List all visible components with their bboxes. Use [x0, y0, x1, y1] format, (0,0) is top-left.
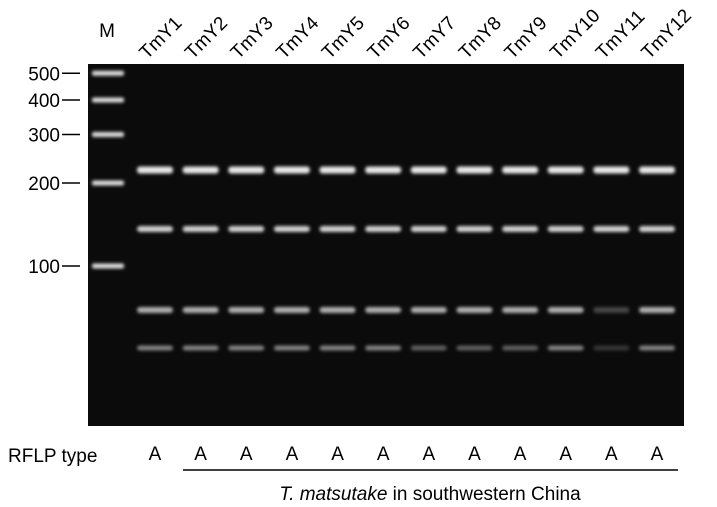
sample-band: [228, 345, 265, 351]
marker-size-label: 100: [28, 257, 60, 278]
gel: [88, 64, 684, 426]
sample-band: [410, 226, 447, 232]
sample-band: [639, 226, 675, 232]
marker-band: [92, 131, 124, 137]
sample-band: [137, 307, 173, 313]
rflp-type: A: [194, 444, 207, 465]
sample-band: [502, 226, 539, 232]
rflp-type: A: [286, 444, 299, 465]
sample-band: [639, 307, 675, 313]
rflp-type: A: [468, 444, 481, 465]
lane-label: TmY10: [546, 5, 604, 63]
rflp-type: A: [559, 444, 572, 465]
sample-band: [365, 166, 402, 174]
lane-label: TmY2: [181, 13, 232, 64]
sample-band: [137, 166, 173, 174]
sample-band: [273, 345, 310, 351]
rflp-type: A: [422, 444, 435, 465]
lane-label: TmY8: [455, 13, 506, 64]
sample-band: [182, 226, 219, 232]
sample-band: [456, 166, 493, 174]
rflp-type: A: [377, 444, 390, 465]
sample-band: [502, 345, 539, 351]
sample-band: [273, 166, 310, 174]
sample-band: [456, 307, 493, 313]
marker-label: M: [99, 21, 115, 42]
sample-band: [593, 345, 630, 351]
sample-band: [410, 166, 447, 174]
rflp-type: A: [240, 444, 253, 465]
sample-band: [365, 345, 402, 351]
lane-label: TmY3: [227, 13, 278, 64]
marker-size-label: 200: [28, 174, 60, 195]
lane-label: TmY4: [273, 13, 324, 64]
marker-band: [92, 180, 124, 186]
sample-band: [410, 345, 447, 351]
marker-band: [92, 70, 124, 76]
sample-band: [502, 166, 539, 174]
rflp-type: A: [331, 444, 344, 465]
sample-band: [593, 226, 630, 232]
sample-band: [410, 307, 447, 313]
sample-band: [137, 345, 173, 351]
sample-band: [273, 307, 310, 313]
sample-band: [547, 345, 584, 351]
marker-size-label: 500: [28, 64, 60, 85]
lane-label: TmY11: [592, 6, 649, 63]
sample-band: [319, 345, 356, 351]
rflp-type: A: [605, 444, 618, 465]
caption-italic: T. matsutake: [279, 484, 387, 505]
rflp-type: A: [149, 444, 162, 465]
sample-band: [228, 226, 265, 232]
lane-label: TmY5: [318, 13, 369, 64]
caption: T. matsutake in southwestern China: [279, 484, 581, 505]
sample-band: [365, 226, 402, 232]
sample-band: [547, 307, 584, 313]
rflp-type: A: [514, 444, 527, 465]
caption-rest: in southwestern China: [393, 484, 581, 505]
sample-band: [182, 345, 219, 351]
sample-band: [639, 345, 675, 351]
sample-band: [228, 166, 265, 174]
sample-band: [593, 307, 630, 313]
sample-band: [456, 345, 493, 351]
sample-band: [639, 166, 675, 174]
lane-label: TmY1: [136, 13, 187, 64]
row-label: RFLP type: [8, 446, 97, 467]
lane-label: TmY9: [501, 13, 552, 64]
sample-band: [182, 307, 219, 313]
lane-label: TmY12: [638, 5, 696, 63]
marker-size-label: 400: [28, 91, 60, 112]
sample-band: [502, 307, 539, 313]
sample-band: [319, 166, 356, 174]
marker-size-label: 300: [28, 125, 60, 146]
sample-band: [547, 226, 584, 232]
sample-band: [319, 307, 356, 313]
sample-band: [593, 166, 630, 174]
sample-band: [547, 166, 584, 174]
lane-label: TmY6: [364, 13, 415, 64]
sample-band: [182, 166, 219, 174]
sample-band: [137, 226, 173, 232]
sample-band: [365, 307, 402, 313]
sample-band: [228, 307, 265, 313]
sample-band: [319, 226, 356, 232]
rflp-type: A: [651, 444, 664, 465]
sample-band: [273, 226, 310, 232]
lane-label: TmY7: [410, 13, 461, 64]
marker-band: [92, 263, 124, 269]
marker-band: [92, 97, 124, 103]
sample-band: [456, 226, 493, 232]
